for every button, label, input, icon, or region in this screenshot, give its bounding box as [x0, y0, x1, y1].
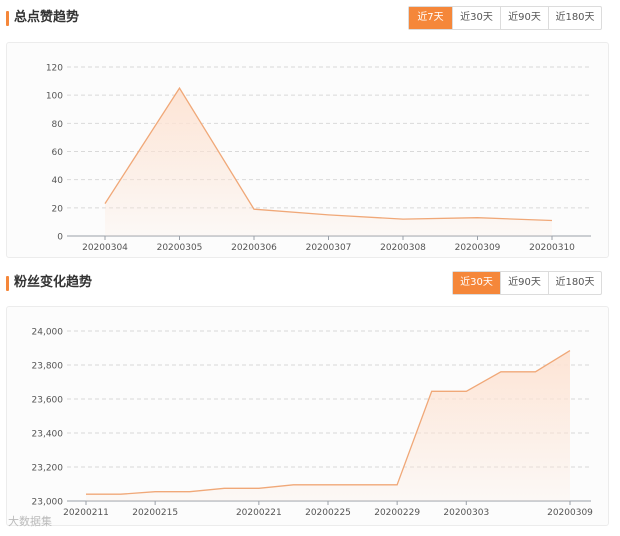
y-tick-label: 80 — [52, 120, 64, 130]
likes-range-tabs: 近7天 近30天 近90天 近180天 — [408, 6, 602, 30]
data-point — [252, 208, 255, 211]
tab-7-days[interactable]: 近7天 — [409, 7, 453, 29]
x-tick-label: 20200215 — [132, 508, 178, 518]
y-tick-label: 120 — [46, 64, 63, 74]
likes-chart-panel: 0 20 40 60 80 100 120 20200304 20200305 20200306 2… — [6, 42, 609, 258]
fans-chart-panel: 23,000 23,200 23,400 23,600 23,800 24,000 2020… — [6, 306, 609, 526]
x-tick-label: 20200211 — [63, 508, 109, 518]
x-tick-label: 20200229 — [374, 508, 420, 518]
x-tick-label: 20200221 — [236, 508, 282, 518]
data-point — [223, 487, 226, 490]
y-tick-label: 40 — [52, 176, 64, 186]
tab-180-days[interactable]: 近180天 — [555, 277, 595, 288]
y-tick-label: 23,800 — [32, 362, 64, 372]
series-line — [86, 350, 571, 495]
section-accent-bar — [6, 276, 9, 291]
data-point — [188, 490, 191, 493]
data-point — [178, 87, 181, 90]
tab-30-days[interactable]: 近30天 — [453, 7, 501, 29]
y-tick-label: 23,600 — [32, 396, 64, 406]
data-point — [550, 219, 553, 222]
fans-range-tabs: 近30天 近90天 近180天 — [452, 271, 602, 295]
tab-90-days[interactable]: 近90天 — [501, 272, 549, 294]
fans-trend-title: 粉丝变化趋势 — [14, 275, 93, 290]
likes-trend-title: 总点赞趋势 — [14, 10, 80, 25]
x-tick-label: 20200303 — [443, 508, 489, 518]
y-tick-label: 23,400 — [32, 430, 64, 440]
data-point — [154, 490, 157, 493]
x-tick-label: 20200305 — [157, 243, 203, 253]
y-tick-label: 20 — [52, 204, 64, 214]
y-tick-label: 0 — [57, 233, 63, 243]
x-tick-label: 20200225 — [305, 508, 351, 518]
data-point — [257, 487, 260, 490]
data-point — [119, 493, 122, 496]
data-point — [396, 483, 399, 486]
data-point — [534, 370, 537, 373]
data-point — [103, 202, 106, 205]
tab-90-days[interactable]: 近90天 — [501, 7, 549, 29]
fans-trend-header: 粉丝变化趋势 — [0, 273, 620, 297]
tab-30-days[interactable]: 近30天 — [453, 272, 501, 294]
data-point — [401, 218, 404, 221]
likes-trend-chart: 0 20 40 60 80 100 120 20200304 20200305 20200306 2… — [46, 64, 591, 253]
data-point — [326, 483, 329, 486]
data-point — [84, 493, 87, 496]
y-tick-label: 23,000 — [32, 498, 64, 508]
likes-trend-header: 总点赞趋势 — [0, 8, 620, 32]
x-tick-label: 20200309 — [455, 243, 501, 253]
y-tick-label: 100 — [46, 92, 63, 102]
data-point — [430, 390, 433, 393]
series-line — [104, 86, 553, 222]
section-accent-bar — [6, 11, 9, 26]
y-tick-label: 60 — [52, 148, 64, 158]
data-point — [292, 483, 295, 486]
x-tick-label: 20200309 — [547, 508, 593, 518]
data-point — [568, 349, 571, 352]
data-point — [327, 213, 330, 216]
y-tick-label: 24,000 — [32, 328, 64, 338]
x-tick-label: 20200304 — [82, 243, 128, 253]
tab-180-days[interactable]: 近180天 — [555, 12, 595, 23]
x-tick-label: 20200310 — [529, 243, 575, 253]
data-point — [499, 370, 502, 373]
y-tick-label: 23,200 — [32, 464, 64, 474]
data-point — [465, 390, 468, 393]
watermark: 大数据集 — [8, 515, 52, 528]
x-tick-label: 20200306 — [231, 243, 277, 253]
data-point — [361, 483, 364, 486]
series-area — [86, 350, 570, 501]
x-tick-label: 20200307 — [306, 243, 352, 253]
x-tick-label: 20200308 — [380, 243, 426, 253]
series-area — [105, 88, 552, 236]
data-point — [476, 216, 479, 219]
fans-trend-chart: 23,000 23,200 23,400 23,600 23,800 24,000 2020… — [32, 328, 594, 519]
